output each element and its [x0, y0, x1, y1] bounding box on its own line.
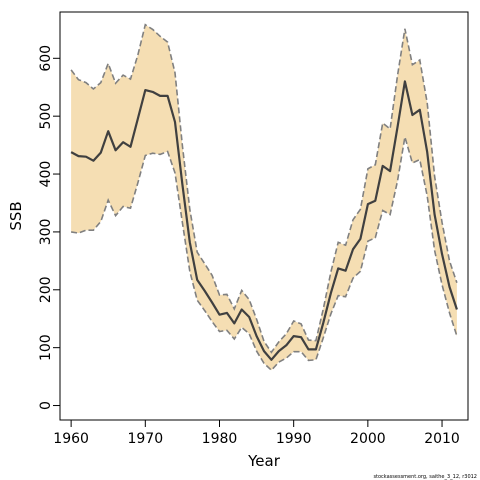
y-tick-label: 300: [38, 219, 54, 246]
confidence-band: [70, 23, 458, 372]
y-tick-label: 200: [38, 276, 54, 303]
y-axis-title: SSB: [7, 201, 25, 230]
x-tick-label: 1960: [53, 431, 89, 447]
y-tick-label: 100: [38, 334, 54, 361]
y-tick-label: 400: [38, 161, 54, 188]
x-tick-label: 1990: [276, 431, 312, 447]
plot-frame: [59, 11, 469, 421]
y-tick-label: 0: [38, 401, 54, 410]
y-axis: 0 100 200 300 400 500 600: [38, 45, 60, 410]
x-axis-title: Year: [247, 452, 281, 470]
x-axis: 1960 1970 1980 1990 2000 2010: [53, 420, 460, 447]
x-tick-label: 2000: [350, 431, 386, 447]
estimate-line-layer: [70, 80, 458, 361]
lower-bound-line: [70, 136, 458, 372]
confidence-band-area: [71, 24, 457, 371]
credit-text: stockassessment.org, saithe_3_12, r3012: [373, 474, 477, 480]
y-tick-label: 600: [38, 45, 54, 72]
x-tick-label: 2010: [424, 431, 460, 447]
upper-bound-line: [70, 23, 458, 354]
x-tick-label: 1970: [127, 431, 163, 447]
x-tick-label: 1980: [202, 431, 238, 447]
ssb-estimate-line: [70, 80, 458, 361]
y-tick-label: 500: [38, 103, 54, 130]
